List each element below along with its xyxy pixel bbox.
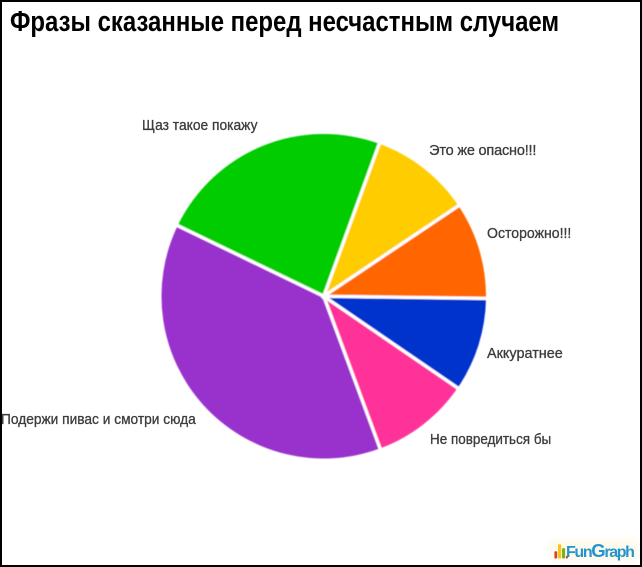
- svg-text:FunGraph: FunGraph: [566, 540, 634, 561]
